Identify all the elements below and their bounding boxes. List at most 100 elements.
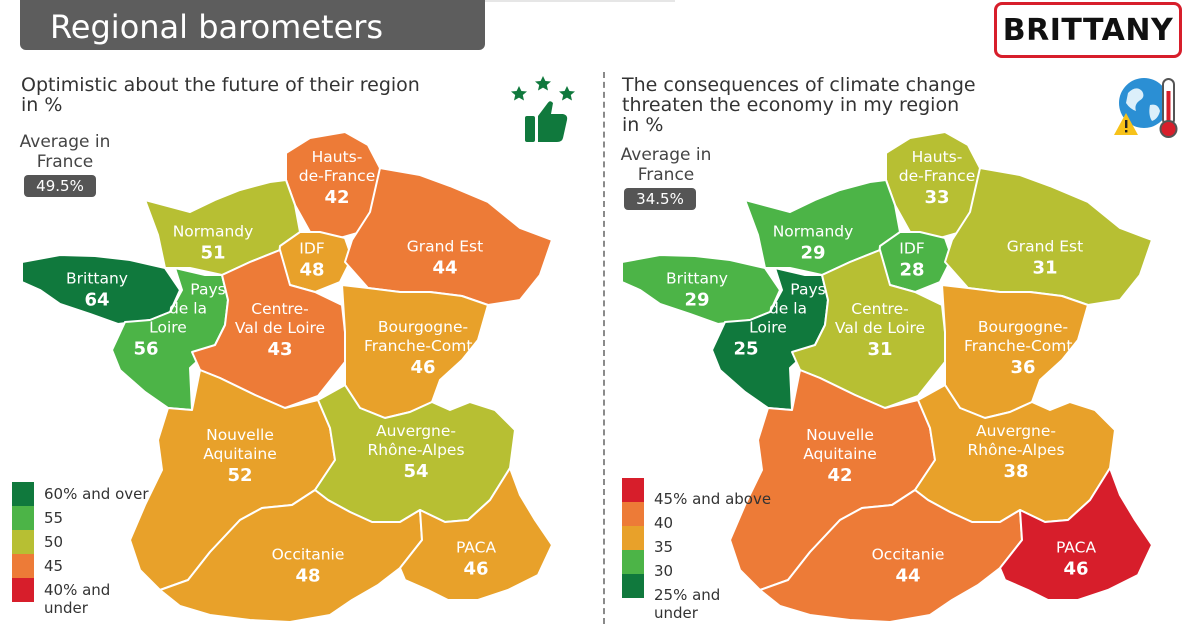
region-name-label: Occitanie — [272, 546, 345, 564]
region-name-label: de-France — [299, 167, 376, 185]
region-occitanie — [759, 489, 1023, 623]
region-value-label: 48 — [299, 260, 324, 281]
region-name-label: Nouvelle — [806, 426, 874, 444]
right-legend-item: 40 — [622, 502, 812, 532]
region-value-label: 56 — [133, 339, 158, 360]
left-average-label-line-1: Average in — [19, 132, 111, 152]
left-legend-item: 45 — [12, 554, 202, 578]
right-title-line-1: The consequences of climate change — [622, 74, 976, 96]
right-panel-title: The consequences of climate change threa… — [622, 75, 976, 135]
region-value-label: 33 — [924, 187, 949, 208]
region-name-label: Nouvelle — [206, 426, 274, 444]
region-value-label: 48 — [295, 566, 320, 587]
right-average-label: Average in France — [618, 145, 714, 185]
region-name-label: Brittany — [66, 270, 128, 288]
page-title: Regional barometers — [50, 8, 384, 46]
region-name-label: Hauts- — [312, 148, 363, 166]
region-value-label: 64 — [84, 290, 109, 311]
right-legend-item: 30 — [622, 550, 812, 580]
legend-swatch — [12, 578, 34, 602]
left-legend-item: 55 — [12, 506, 202, 530]
region-centre-val-de-loire — [191, 249, 346, 409]
legend-label-line-2: under — [654, 604, 698, 622]
right-legend-item: 45% and above — [622, 478, 812, 508]
left-average-badge: 49.5% — [24, 175, 96, 197]
region-name-label: de-France — [899, 167, 976, 185]
region-name-label: IDF — [299, 240, 325, 258]
right-average-label-line-2: France — [637, 165, 695, 185]
legend-swatch — [622, 550, 644, 574]
region-name-label: Grand Est — [1007, 238, 1083, 256]
left-legend-item: 50 — [12, 530, 202, 554]
legend-swatch — [12, 530, 34, 554]
region-paca — [999, 467, 1153, 601]
right-legend-item: 35 — [622, 526, 812, 556]
right-legend-item: 25% and under — [622, 574, 812, 622]
region-name-label: PACA — [456, 539, 497, 557]
right-average-label-line-1: Average in — [620, 145, 712, 165]
legend-label: 40% and under — [44, 581, 110, 617]
region-name-label: Bourgogne- — [978, 318, 1068, 336]
region-name-label: Centre- — [851, 300, 908, 318]
region-value-label: 44 — [895, 566, 920, 587]
region-badge: BRITTANY — [994, 2, 1182, 58]
region-value-label: 25 — [733, 339, 758, 360]
legend-label-line-1: 40% and — [44, 581, 111, 599]
left-panel-title: Optimistic about the future of their reg… — [21, 75, 420, 115]
region-value-label: 54 — [403, 461, 428, 482]
right-average-badge: 34.5% — [624, 188, 696, 210]
legend-swatch — [622, 502, 644, 526]
region-value-label: 38 — [1003, 461, 1028, 482]
legend-label: 55 — [44, 509, 64, 527]
region-name-label: Grand Est — [407, 238, 483, 256]
region-name-label: Normandy — [773, 223, 854, 241]
region-name-label: Occitanie — [872, 546, 945, 564]
legend-label-line-2: under — [44, 599, 88, 617]
region-value-label: 44 — [432, 258, 457, 279]
left-title-line-1: Optimistic about the future of their reg… — [21, 74, 420, 96]
region-name-label: Loire — [749, 319, 787, 337]
region-value-label: 52 — [227, 465, 252, 486]
legend-label: 45% and above — [654, 490, 772, 508]
globe-thermometer-warning-icon — [1114, 78, 1178, 138]
region-value-label: 29 — [800, 243, 825, 264]
region-name-label: Centre- — [251, 300, 308, 318]
region-grand-est — [944, 167, 1153, 306]
region-name-label: de la — [769, 300, 807, 318]
header-rule — [485, 0, 675, 2]
region-value-label: 46 — [463, 559, 488, 580]
left-legend-item: 60% and over — [12, 482, 202, 506]
region-name-label: Pays — [190, 281, 225, 299]
region-value-label: 28 — [899, 260, 924, 281]
legend-label: 35 — [654, 538, 674, 556]
left-legend-item: 40% and under — [12, 578, 202, 617]
region-centre-val-de-loire — [791, 249, 946, 409]
region-name-label: Brittany — [666, 270, 728, 288]
left-average-label: Average in France — [18, 132, 112, 172]
region-name-label: PACA — [1056, 539, 1097, 557]
region-name-label: Rhône-Alpes — [367, 441, 464, 459]
region-name-label: IDF — [899, 240, 925, 258]
region-name-label: Loire — [149, 319, 187, 337]
right-title-line-2: threaten the economy in my region — [622, 94, 960, 116]
region-name-label: Val de Loire — [235, 319, 325, 337]
legend-swatch — [12, 506, 34, 530]
region-name-label: Franche-Comté — [964, 337, 1082, 355]
region-name-label: Val de Loire — [835, 319, 925, 337]
region-name-label: Bourgogne- — [378, 318, 468, 336]
region-name-label: Hauts- — [912, 148, 963, 166]
region-paca — [399, 467, 553, 601]
region-name-label: Franche-Comté — [364, 337, 482, 355]
legend-label: 60% and over — [44, 485, 149, 503]
region-name-label: Aquitaine — [803, 445, 877, 463]
legend-swatch — [12, 554, 34, 578]
region-name-label: Pays — [790, 281, 825, 299]
region-name-label: de la — [169, 300, 207, 318]
legend-label: 45 — [44, 557, 64, 575]
region-value-label: 43 — [267, 339, 292, 360]
left-title-line-2: in % — [21, 94, 63, 116]
legend-label: 30 — [654, 562, 674, 580]
region-occitanie — [159, 489, 423, 623]
region-value-label: 42 — [324, 187, 349, 208]
